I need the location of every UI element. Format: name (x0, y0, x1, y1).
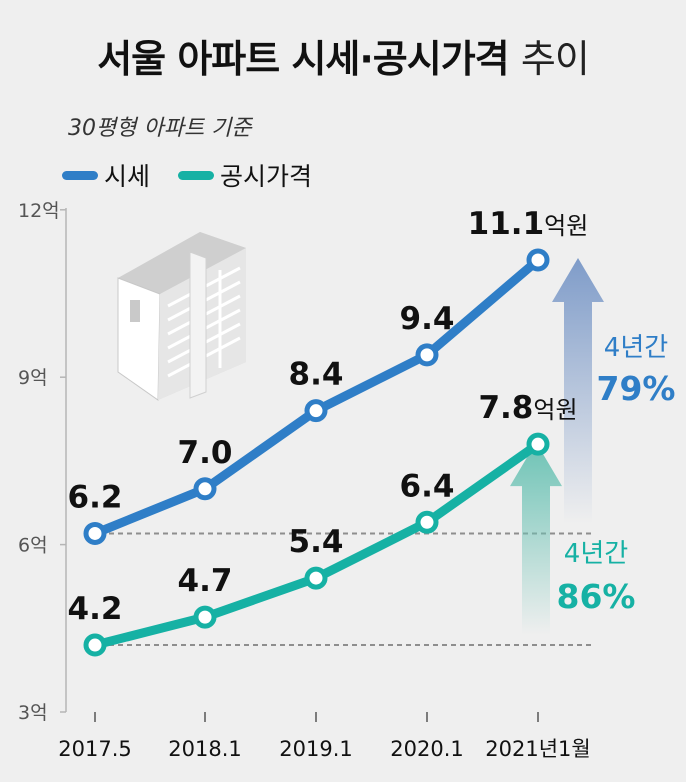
growth-arrow (552, 258, 604, 524)
x-tick-label: 2018.1 (168, 737, 241, 761)
x-tick-label: 2020.1 (390, 737, 463, 761)
legend-label-market: 시세 (104, 162, 151, 191)
y-tick-label: 3억 (18, 702, 48, 724)
data-point (83, 521, 107, 545)
data-label: 11.1억원 (468, 206, 589, 242)
x-tick-label: 2019.1 (279, 737, 352, 761)
legend: 시세 공시가격 (62, 158, 340, 192)
data-label: 7.8억원 (478, 390, 577, 426)
data-label: 4.7 (178, 563, 233, 599)
data-label: 5.4 (289, 524, 344, 560)
legend-item-official: 공시가격 (178, 157, 312, 193)
data-label-value: 11.1 (468, 206, 545, 242)
data-point (415, 510, 439, 534)
title-bold: 서울 아파트 시세·공시가격 (97, 37, 509, 81)
annotation-period: 4년간 (604, 333, 668, 363)
legend-label-official: 공시가격 (220, 162, 313, 191)
data-point (193, 605, 217, 629)
data-point (304, 399, 328, 423)
data-label-value: 7.8 (478, 390, 533, 426)
growth-arrow (510, 442, 562, 636)
data-point (304, 566, 328, 590)
data-label: 4.2 (68, 591, 123, 627)
title-light: 추이 (520, 37, 590, 81)
annotation-growth-value: 79% (597, 369, 676, 408)
data-label: 6.2 (68, 479, 123, 515)
data-label: 9.4 (400, 301, 455, 337)
series-lines (83, 248, 550, 657)
apartment-building-illustration (117, 232, 246, 401)
growth-arrows (510, 258, 604, 636)
legend-item-market: 시세 (62, 157, 150, 193)
data-point (526, 432, 550, 456)
y-tick-label: 6억 (18, 535, 48, 557)
data-label-unit: 억원 (544, 212, 588, 240)
x-tick-label: 2017.5 (58, 737, 131, 761)
chart-title: 서울 아파트 시세·공시가격 추이 (0, 28, 686, 83)
data-point (415, 343, 439, 367)
annotation-period: 4년간 (564, 539, 628, 569)
x-axis: 2017.5 2018.1 2019.1 2020.1 2021년1월 (58, 712, 591, 761)
annotation-growth-value: 86% (557, 577, 636, 616)
growth-annotations: 4년간 79% 4년간 86% (557, 333, 676, 616)
chart-subtitle: 30평형 아파트 기준 (68, 116, 252, 141)
data-point (526, 248, 550, 272)
data-label: 6.4 (400, 468, 455, 504)
y-tick-label: 9억 (18, 367, 48, 389)
data-point (193, 477, 217, 501)
legend-swatch-market (62, 170, 98, 180)
y-tick-label: 12억 (18, 200, 60, 222)
data-point (83, 633, 107, 657)
data-label-unit: 억원 (533, 396, 577, 424)
data-label: 8.4 (289, 357, 344, 393)
legend-swatch-official (178, 170, 215, 180)
data-label: 7.0 (178, 435, 233, 471)
x-tick-label: 2021년1월 (485, 737, 590, 761)
y-axis-ticks: 3억 6억 9억 12억 (18, 200, 66, 724)
